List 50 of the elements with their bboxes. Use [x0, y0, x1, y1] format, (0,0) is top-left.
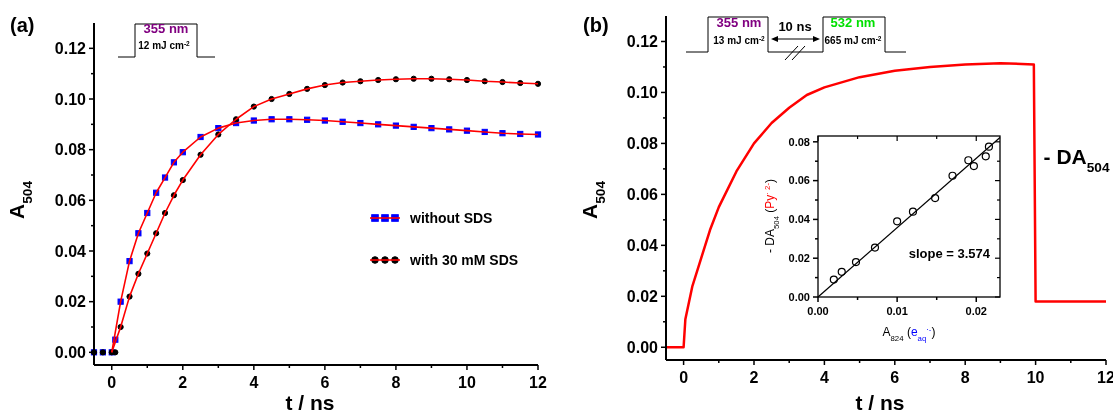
x-tick-label: 8 [391, 374, 401, 391]
x-tick-label: 0.01 [886, 305, 908, 317]
x-tick-label: 2 [749, 369, 759, 386]
y-tick-label: 0.02 [788, 252, 810, 265]
x-axis-title: t / ns [855, 391, 905, 414]
x-tick-label: 10 [458, 374, 476, 391]
legend-label: with 30 mM SDS [409, 252, 519, 268]
annotation: 355 nm [716, 15, 762, 30]
x-tick-label: 8 [960, 369, 970, 386]
x-tick-label: 4 [249, 374, 259, 391]
y-tick-label: 0.08 [54, 141, 87, 159]
x-tick-label: 0.00 [807, 305, 829, 317]
x-tick-label: 10 [1026, 369, 1045, 386]
annotation: 532 nm [830, 15, 876, 30]
y-tick-label: 0.08 [788, 135, 810, 148]
y-tick-label: 0.02 [626, 287, 659, 305]
legend-label: without SDS [409, 210, 493, 226]
annotation: - DA$_{504}$ [1043, 144, 1110, 175]
x-tick-label: 0.02 [965, 305, 987, 317]
x-tick-label: 6 [890, 369, 900, 386]
x-tick-label: 4 [819, 369, 829, 386]
y-tick-label: 0.06 [626, 185, 659, 203]
annotation: 355 nm [143, 21, 189, 36]
y-tick-label: 0.12 [626, 33, 659, 51]
y-tick-label: 0.04 [54, 242, 87, 260]
y-tick-label: 0.00 [54, 343, 87, 361]
y-tick-label: 0.04 [788, 213, 811, 226]
x-tick-label: 12 [529, 374, 547, 391]
y-tick-label: 0.10 [54, 90, 87, 108]
y-tick-label: 0.00 [788, 290, 810, 303]
annotation: 10 ns [778, 19, 812, 34]
y-tick-label: 0.00 [626, 338, 659, 356]
x-axis-title: A$_{824}$ (e$_{aq}$$^{·-}$) [882, 324, 936, 343]
chart-title: (a) [10, 14, 35, 36]
x-tick-label: 2 [178, 374, 188, 391]
annotation: 13 mJ cm$^{-2}$ [713, 34, 766, 46]
y-tick-label: 0.08 [626, 135, 659, 153]
y-tick-label: 0.06 [788, 174, 810, 187]
chart-title: (b) [583, 14, 609, 36]
x-tick-label: 0 [679, 369, 689, 386]
x-tick-label: 0 [107, 374, 117, 391]
y-tick-label: 0.12 [54, 39, 87, 57]
y-tick-label: 0.04 [626, 236, 659, 254]
x-tick-label: 6 [320, 374, 330, 391]
x-axis-title: t / ns [285, 391, 335, 414]
annotation: 12 mJ cm$^{-2}$ [138, 39, 191, 51]
y-tick-label: 0.06 [54, 191, 87, 209]
y-tick-label: 0.10 [626, 84, 659, 102]
annotation: 665 mJ cm$^{-2}$ [824, 34, 882, 46]
annotation: slope = 3.574 [908, 246, 991, 261]
